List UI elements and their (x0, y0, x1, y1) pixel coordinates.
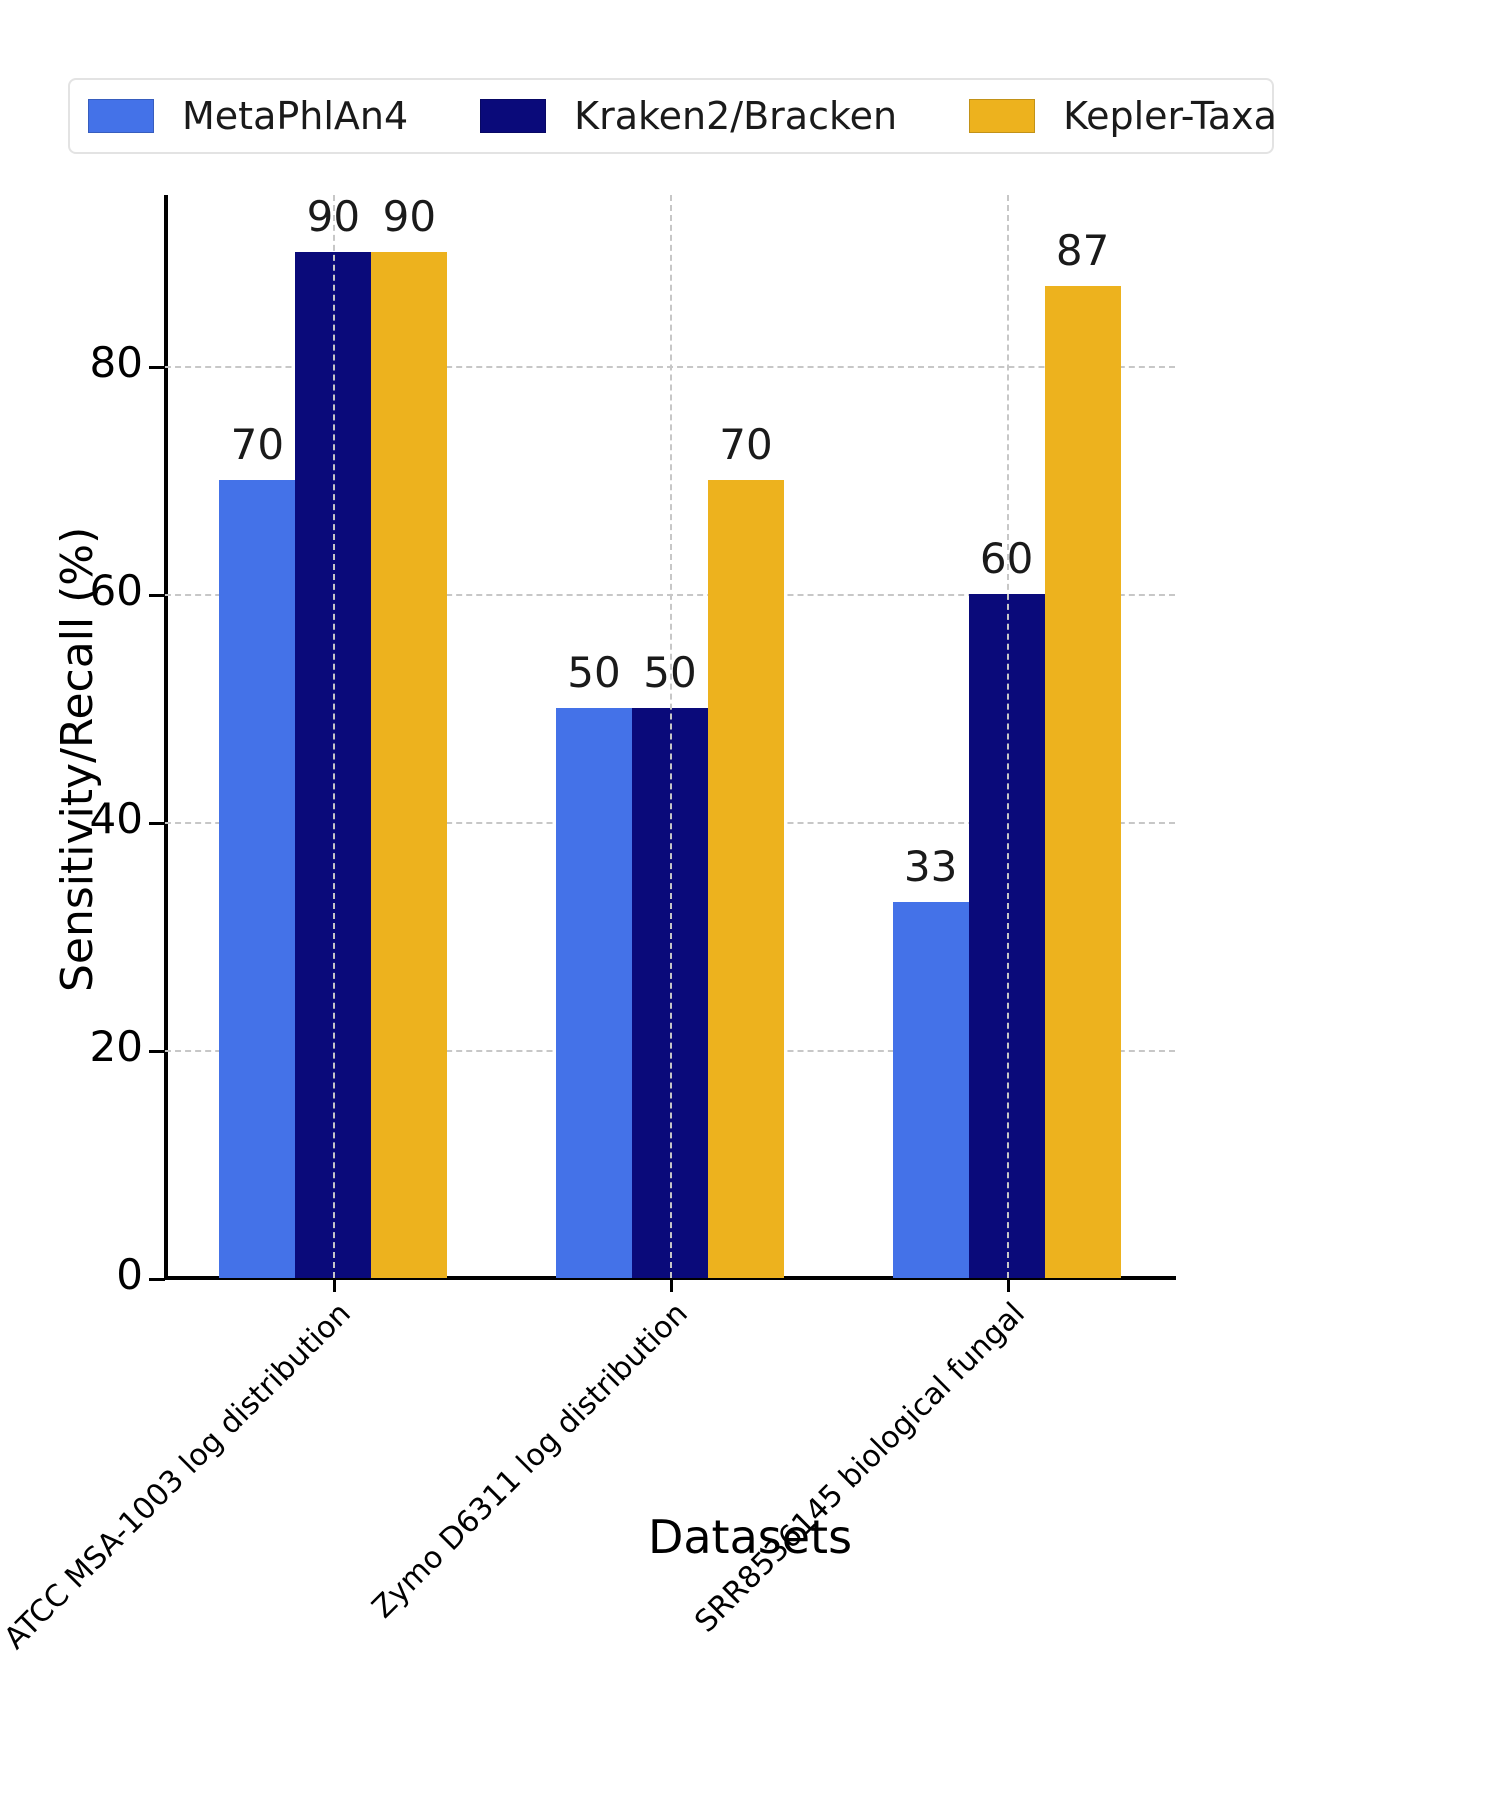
x-gridline (670, 195, 672, 1278)
bar-metaphlan4-group-2[interactable] (556, 708, 632, 1278)
bar-value-label: 90 (382, 192, 437, 241)
bar-value-label: 50 (643, 648, 697, 697)
bar-value-label: 70 (719, 420, 773, 469)
y-tick-label: 40 (89, 794, 143, 843)
bar-value-label: 33 (903, 841, 958, 891)
chart-legend: MetaPhlAn4 Kraken2/Bracken Kepler-Taxa (68, 78, 1277, 154)
x-tick-mark (333, 1278, 337, 1292)
y-tick-mark (149, 822, 165, 825)
bar-metaphlan4-group-1[interactable] (219, 480, 296, 1278)
bar-value-label: 87 (1055, 226, 1110, 276)
bar-kepler-taxa-group-3[interactable] (1044, 286, 1121, 1278)
x-tick-mark (670, 1278, 673, 1292)
legend-swatch-kraken2-bracken (480, 99, 547, 133)
x-gridline (333, 195, 336, 1278)
legend-label-kraken2-bracken: Kraken2/Bracken (574, 94, 898, 138)
bar-kepler-taxa-group-1[interactable] (371, 252, 448, 1278)
y-tick-label: 60 (89, 566, 143, 615)
y-tick-label: 20 (89, 1022, 143, 1071)
y-tick-label: 80 (89, 338, 143, 387)
bar-kepler-taxa-group-2[interactable] (708, 480, 784, 1278)
x-gridline (1006, 195, 1009, 1278)
y-tick-label: 0 (116, 1250, 143, 1299)
bar-value-label: 50 (567, 648, 621, 697)
axes: 70 90 90 50 50 70 33 60 87 (149, 192, 1176, 1292)
y-tick-mark (149, 1278, 165, 1281)
legend-entry-kraken2-bracken: Kraken2/Bracken (480, 80, 897, 152)
legend-entry-kepler-taxa: Kepler-Taxa (969, 80, 1277, 152)
bar-metaphlan4-group-3[interactable] (892, 901, 969, 1278)
x-tick-mark (1006, 1278, 1010, 1292)
bar-value-label: 90 (306, 192, 361, 241)
legend-swatch-kepler-taxa (969, 99, 1036, 133)
bar-value-label: 60 (979, 534, 1034, 583)
y-tick-mark (149, 366, 165, 369)
x-axis-title: Datasets (647, 1510, 853, 1564)
bar-value-label: 70 (230, 420, 285, 469)
legend-entry-metaphlan4: MetaPhlAn4 (88, 80, 408, 152)
y-axis-spine (164, 195, 168, 1278)
legend-label-kepler-taxa: Kepler-Taxa (1063, 94, 1277, 138)
legend-label-metaphlan4: MetaPhlAn4 (182, 94, 409, 138)
y-tick-mark (149, 1050, 165, 1053)
y-tick-mark (149, 594, 165, 597)
legend-swatch-metaphlan4 (88, 99, 154, 133)
